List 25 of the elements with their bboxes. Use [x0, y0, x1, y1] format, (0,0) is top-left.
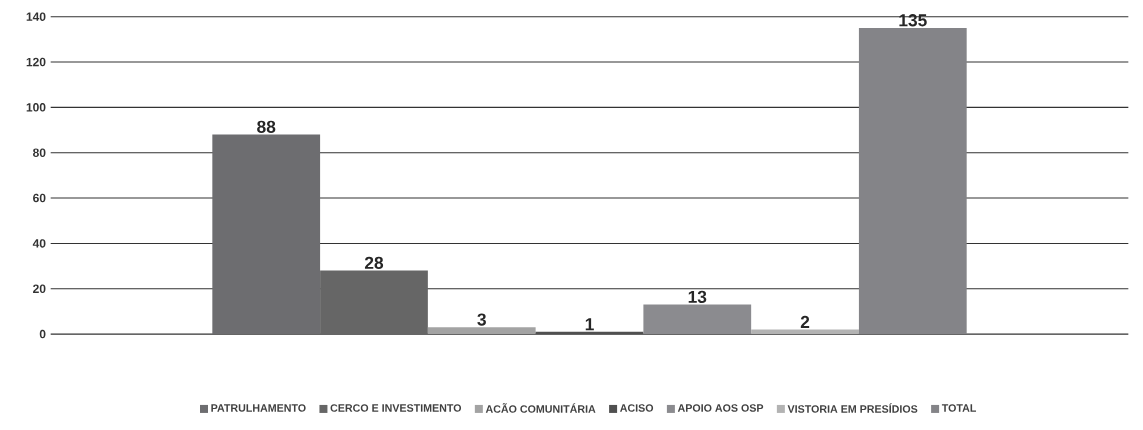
legend-label: VISTORIA EM PRESÍDIOS	[787, 403, 918, 413]
y-tick-label: 100	[26, 103, 46, 112]
data-label: 13	[688, 290, 707, 303]
bar	[643, 304, 752, 335]
y-tick-label: 20	[33, 284, 46, 293]
data-label: 3	[477, 313, 486, 326]
y-tick-label: 80	[33, 148, 46, 157]
y-tick-label: 0	[39, 329, 46, 339]
bar	[858, 27, 967, 335]
data-label: 1	[585, 318, 594, 331]
legend-label: ACISO	[620, 404, 654, 412]
data-label: 88	[257, 120, 276, 133]
legend-label: APOIO AOS OSP	[677, 404, 764, 412]
legend-label: CERCO E INVESTIMENTO	[330, 404, 462, 412]
legend-label: PATRULHAMENTO	[211, 404, 306, 412]
legend-label: TOTAL	[941, 404, 977, 412]
y-tick-label: 40	[32, 239, 46, 248]
data-label: 28	[364, 256, 384, 269]
legend-label: ACÃO COMUNITÁRIA	[485, 403, 596, 413]
data-label: 135	[899, 14, 927, 27]
bar	[427, 327, 536, 335]
data-label: 2	[800, 315, 810, 328]
y-tick-label: 140	[26, 12, 46, 21]
y-tick-label: 120	[26, 57, 46, 67]
y-tick-label: 60	[33, 193, 46, 203]
